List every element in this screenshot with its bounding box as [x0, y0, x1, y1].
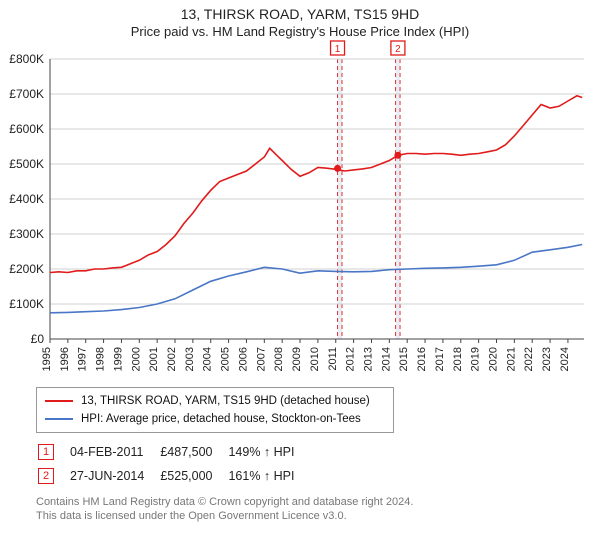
svg-text:1: 1 — [335, 44, 341, 55]
page-title: 13, THIRSK ROAD, YARM, TS15 9HD — [0, 6, 600, 22]
chart: £0 £100K £200K £300K £400K £500K £600K £700K £80… — [0, 39, 600, 379]
table-row: 2 27-JUN-2014 £525,000 161% ↑ HPI — [38, 465, 309, 487]
svg-text:2006: 2006 — [237, 347, 249, 371]
legend-label: HPI: Average price, detached house, Stoc… — [81, 413, 361, 425]
svg-text:1999: 1999 — [112, 347, 124, 371]
svg-text:2002: 2002 — [166, 347, 178, 371]
svg-text:2000: 2000 — [130, 347, 142, 371]
legend-entry: 13, THIRSK ROAD, YARM, TS15 9HD (detache… — [45, 392, 385, 410]
svg-text:£400K: £400K — [9, 192, 44, 206]
legend-swatch — [45, 418, 73, 420]
svg-text:2010: 2010 — [309, 347, 321, 371]
footer: Contains HM Land Registry data © Crown c… — [36, 495, 600, 524]
svg-text:2001: 2001 — [148, 347, 160, 371]
svg-text:2020: 2020 — [487, 347, 499, 371]
sale-vs-hpi: 149% ↑ HPI — [228, 441, 308, 463]
legend-label: 13, THIRSK ROAD, YARM, TS15 9HD (detache… — [81, 395, 370, 407]
sale-marker-icon: 1 — [38, 444, 54, 460]
svg-text:2015: 2015 — [398, 347, 410, 371]
sale-date: 27-JUN-2014 — [70, 465, 158, 487]
chart-svg: £0 £100K £200K £300K £400K £500K £600K £700K £80… — [0, 39, 600, 379]
svg-text:£200K: £200K — [9, 262, 44, 276]
page-subtitle: Price paid vs. HM Land Registry's House … — [0, 24, 600, 39]
svg-text:£700K: £700K — [9, 87, 44, 101]
svg-text:1998: 1998 — [95, 347, 107, 371]
legend: 13, THIRSK ROAD, YARM, TS15 9HD (detache… — [36, 387, 394, 433]
svg-text:£800K: £800K — [9, 52, 44, 66]
svg-text:2023: 2023 — [541, 347, 553, 371]
svg-text:2016: 2016 — [416, 347, 428, 371]
svg-text:2003: 2003 — [184, 347, 196, 371]
svg-text:2018: 2018 — [452, 347, 464, 371]
svg-text:2014: 2014 — [380, 347, 392, 371]
sale-vs-hpi: 161% ↑ HPI — [228, 465, 308, 487]
svg-text:2022: 2022 — [523, 347, 535, 371]
svg-text:2024: 2024 — [559, 347, 571, 371]
sale-marker-icon: 2 — [38, 468, 54, 484]
svg-text:£500K: £500K — [9, 157, 44, 171]
svg-text:2017: 2017 — [434, 347, 446, 371]
table-row: 1 04-FEB-2011 £487,500 149% ↑ HPI — [38, 441, 309, 463]
svg-text:2011: 2011 — [327, 347, 339, 371]
svg-text:2009: 2009 — [291, 347, 303, 371]
svg-text:2: 2 — [395, 44, 401, 55]
svg-text:£300K: £300K — [9, 227, 44, 241]
sale-date: 04-FEB-2011 — [70, 441, 158, 463]
svg-text:1995: 1995 — [41, 347, 53, 371]
sales-table: 1 04-FEB-2011 £487,500 149% ↑ HPI 2 27-J… — [36, 439, 311, 489]
svg-text:2013: 2013 — [362, 347, 374, 371]
svg-text:2021: 2021 — [505, 347, 517, 371]
svg-text:£600K: £600K — [9, 122, 44, 136]
svg-text:2007: 2007 — [255, 347, 267, 371]
svg-text:£100K: £100K — [9, 297, 44, 311]
svg-text:2012: 2012 — [345, 347, 357, 371]
legend-entry: HPI: Average price, detached house, Stoc… — [45, 410, 385, 428]
sale-price: £525,000 — [160, 465, 226, 487]
footer-line: This data is licensed under the Open Gov… — [36, 509, 600, 523]
svg-text:1997: 1997 — [77, 347, 89, 371]
svg-text:1996: 1996 — [59, 347, 71, 371]
sale-price: £487,500 — [160, 441, 226, 463]
svg-text:2005: 2005 — [220, 347, 232, 371]
svg-text:2004: 2004 — [202, 347, 214, 371]
legend-swatch — [45, 400, 73, 402]
footer-line: Contains HM Land Registry data © Crown c… — [36, 495, 600, 509]
svg-text:£0: £0 — [31, 332, 45, 346]
svg-text:2008: 2008 — [273, 347, 285, 371]
svg-text:2019: 2019 — [470, 347, 482, 371]
